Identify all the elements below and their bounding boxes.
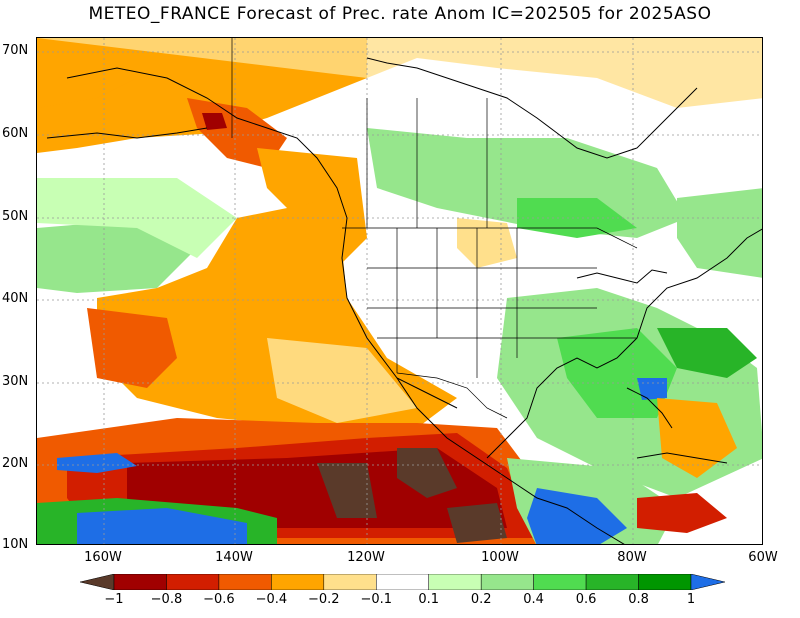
colorbar-tick-label: 0.6 [575,592,597,607]
tropical-strong-dry-2 [397,448,457,498]
colorbar-segment [376,574,429,590]
arctic-light-dry [37,38,762,108]
colorbar-tick-label: −0.6 [203,592,235,607]
lat-label-50n: 50N [2,209,29,224]
lat-label-60n: 60N [2,126,29,141]
colorbar-segment [271,574,325,590]
colorbar-tick-label: −0.8 [150,592,183,607]
colorbar-segment [218,574,272,590]
precipitation-anomaly-map [36,37,763,545]
central-pacific-dry-core [87,308,177,388]
colorbar-segment-right-arrow [690,574,725,590]
graticule [37,38,762,544]
equatorial-blue-strip [77,508,247,544]
colorbar-segment [113,574,167,590]
lat-label-70n: 70N [2,43,29,58]
atlantic-wet-dark [657,328,757,378]
colorbar-segment [533,574,587,590]
lat-label-40n: 40N [2,291,29,306]
colorbar-segment [428,574,482,590]
map-svg [37,38,762,544]
atlantic-dry-patch-2 [637,493,727,533]
colorbar-segment [323,574,377,590]
lon-label-80w: 80W [617,550,647,565]
north-atlantic-wet [677,188,762,278]
tropical-strong-dry-1 [317,463,377,518]
tropical-strong-dry-3 [447,503,507,543]
lon-label-60w: 60W [748,550,778,565]
lat-label-20n: 20N [2,456,29,471]
colorbar-tick-label: −1 [104,592,124,607]
lon-label-140w: 140W [215,550,253,565]
atlantic-blue-spot [637,378,667,400]
colorbar-segment [585,574,639,590]
anomaly-fields [37,38,762,544]
alaska-dark-spot [202,113,227,130]
colorbar-tick-label: 0.1 [418,592,440,607]
central-america-blue [527,488,627,544]
coastlines [46,57,762,544]
colorbar-segments [80,574,725,590]
colorbar-segment [638,574,692,590]
lat-label-30n: 30N [2,374,29,389]
lon-label-100w: 100W [481,550,519,565]
colorbar-tick-label: −0.2 [308,592,340,607]
colorbar-tick-label: 0.8 [628,592,649,607]
colorbar-tick-label: −0.1 [360,592,393,607]
colorbar-segment-left-arrow [80,574,115,590]
colorbar-segment [166,574,220,590]
atlantic-dry-patch [657,398,737,478]
map-title: METEO_FRANCE Forecast of Prec. rate Anom… [88,4,712,24]
colorbar-tick-label: 1 [686,592,696,607]
lon-label-120w: 120W [347,550,385,565]
subtropical-light-dry [267,338,417,423]
hawaii-blue-spot [57,453,137,473]
lat-label-10n: 10N [2,537,29,552]
lon-label-160w: 160W [84,550,122,565]
colorbar-tick-label: 0.4 [523,592,544,607]
colorbar-segment [480,574,534,590]
colorbar [80,574,725,590]
midwest-light-dry [457,218,517,268]
borders [231,38,638,419]
colorbar-tick-label: 0.2 [470,592,492,607]
colorbar-tick-label: −0.4 [255,592,288,607]
west-coast-light-dry [37,38,137,108]
